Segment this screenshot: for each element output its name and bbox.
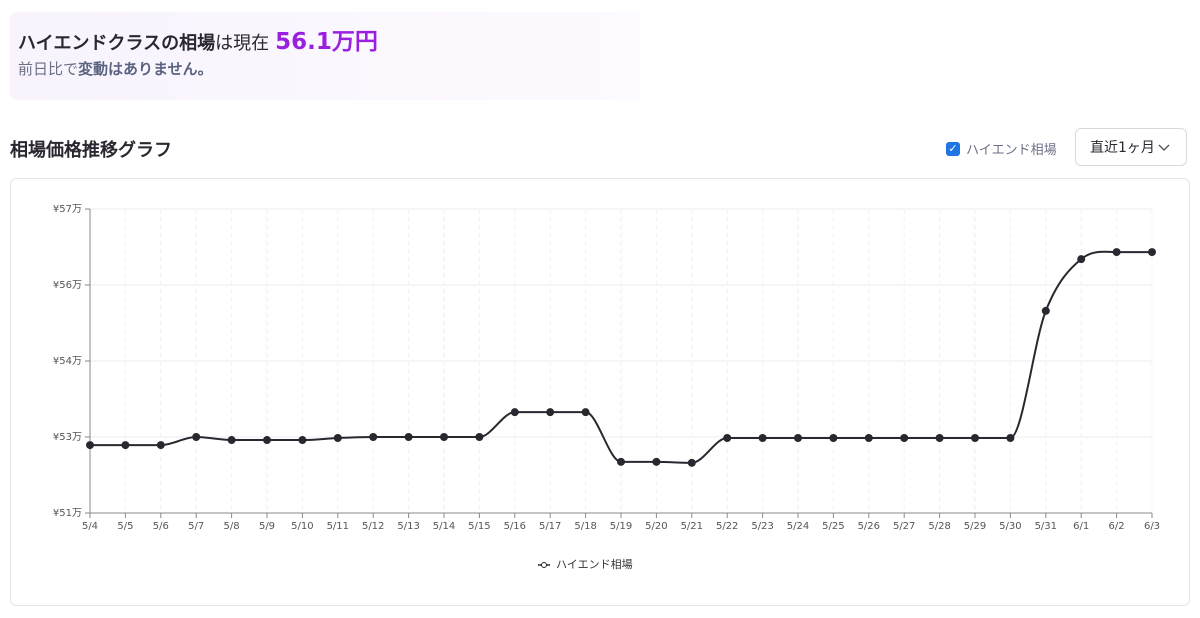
point <box>546 408 555 417</box>
x-tick-label: 5/14 <box>433 521 455 532</box>
point <box>971 434 979 443</box>
point <box>581 408 590 417</box>
x-tick-label: 5/23 <box>751 521 773 532</box>
point <box>475 433 484 441</box>
point <box>227 436 236 445</box>
point <box>617 457 625 466</box>
x-tick-label: 5/4 <box>82 521 98 532</box>
series-toggle[interactable]: ✓ ハイエンド相場 <box>946 139 1057 158</box>
summary-change: 前日比で変動はありません。 <box>18 58 213 79</box>
y-tick-label: ¥54万 <box>53 356 82 367</box>
x-tick-label: 5/30 <box>999 521 1021 532</box>
point <box>156 441 165 450</box>
summary-box <box>10 12 640 100</box>
chevron <box>1158 144 1170 151</box>
y-tick-label: ¥56万 <box>53 280 82 291</box>
legend-marker <box>541 562 547 568</box>
legend-label: ハイエンド相場 <box>556 558 633 571</box>
point <box>758 434 767 443</box>
period-label: 直近1ヶ月 <box>1090 140 1155 156</box>
x-tick-label: 5/10 <box>291 521 313 532</box>
summary-title: ハイエンドクラスの相場は現在 56.1万円 <box>18 22 378 56</box>
change-status: 変動はありません。 <box>78 60 213 78</box>
x-tick-label: 5/6 <box>153 521 169 532</box>
current-price: 56.1万円 <box>275 29 378 55</box>
x-tick-label: 5/8 <box>224 521 240 532</box>
point <box>440 433 448 441</box>
x-tick-label: 5/20 <box>645 521 667 532</box>
point <box>829 434 838 443</box>
x-tick-label: 5/29 <box>964 521 986 532</box>
x-tick-label: 5/5 <box>117 521 133 532</box>
point <box>864 434 873 443</box>
point <box>333 434 342 443</box>
x-tick-label: 5/25 <box>822 521 844 532</box>
x-tick-label: 5/7 <box>188 521 204 532</box>
point <box>900 434 909 443</box>
x-tick-label: 5/22 <box>716 521 738 532</box>
point <box>1077 255 1086 264</box>
period-select[interactable]: 直近1ヶ月 <box>1075 128 1187 166</box>
point <box>794 434 802 443</box>
chart-card <box>10 178 1190 606</box>
x-tick-label: 5/12 <box>362 521 384 532</box>
title-prefix: ハイエンドクラスの相場 <box>18 33 216 54</box>
point <box>369 433 378 441</box>
x-tick-label: 5/28 <box>928 521 950 532</box>
point <box>192 433 201 441</box>
x-tick-label: 5/11 <box>327 521 349 532</box>
point <box>510 408 519 417</box>
x-tick-label: 5/13 <box>397 521 419 532</box>
change-prefix: 前日比で <box>18 60 79 78</box>
point <box>1148 248 1156 257</box>
x-tick-label: 6/2 <box>1109 521 1125 532</box>
x-tick-label: 5/18 <box>574 521 596 532</box>
checkbox-label: ハイエンド相場 <box>966 143 1057 158</box>
point <box>1006 434 1015 443</box>
x-tick-label: 5/9 <box>259 521 275 532</box>
x-tick-label: 5/17 <box>539 521 561 532</box>
x-tick-label: 6/1 <box>1073 521 1089 532</box>
point <box>121 441 130 450</box>
point <box>935 434 944 443</box>
title-mid: は現在 <box>215 33 270 54</box>
y-tick-label: ¥51万 <box>53 508 82 519</box>
x-tick-label: 5/31 <box>1035 521 1057 532</box>
section-title: 相場価格推移グラフ <box>10 140 172 161</box>
x-tick-label: 5/16 <box>504 521 526 532</box>
point <box>687 458 696 467</box>
point <box>404 433 413 441</box>
x-tick-label: 5/21 <box>681 521 703 532</box>
point <box>652 457 661 466</box>
x-tick-label: 5/27 <box>893 521 915 532</box>
x-tick-label: 5/24 <box>787 521 809 532</box>
y-tick-label: ¥53万 <box>53 432 82 443</box>
x-tick-label: 5/15 <box>468 521 490 532</box>
point <box>1041 306 1050 315</box>
point <box>86 441 94 450</box>
point <box>1112 248 1121 257</box>
point <box>723 434 732 443</box>
checkbox[interactable]: ✓ <box>946 141 960 156</box>
x-tick-label: 5/26 <box>858 521 880 532</box>
point <box>263 436 271 445</box>
x-tick-label: 6/3 <box>1144 521 1160 532</box>
point <box>298 436 307 445</box>
y-tick-label: ¥57万 <box>53 204 82 215</box>
x-tick-label: 5/19 <box>610 521 632 532</box>
